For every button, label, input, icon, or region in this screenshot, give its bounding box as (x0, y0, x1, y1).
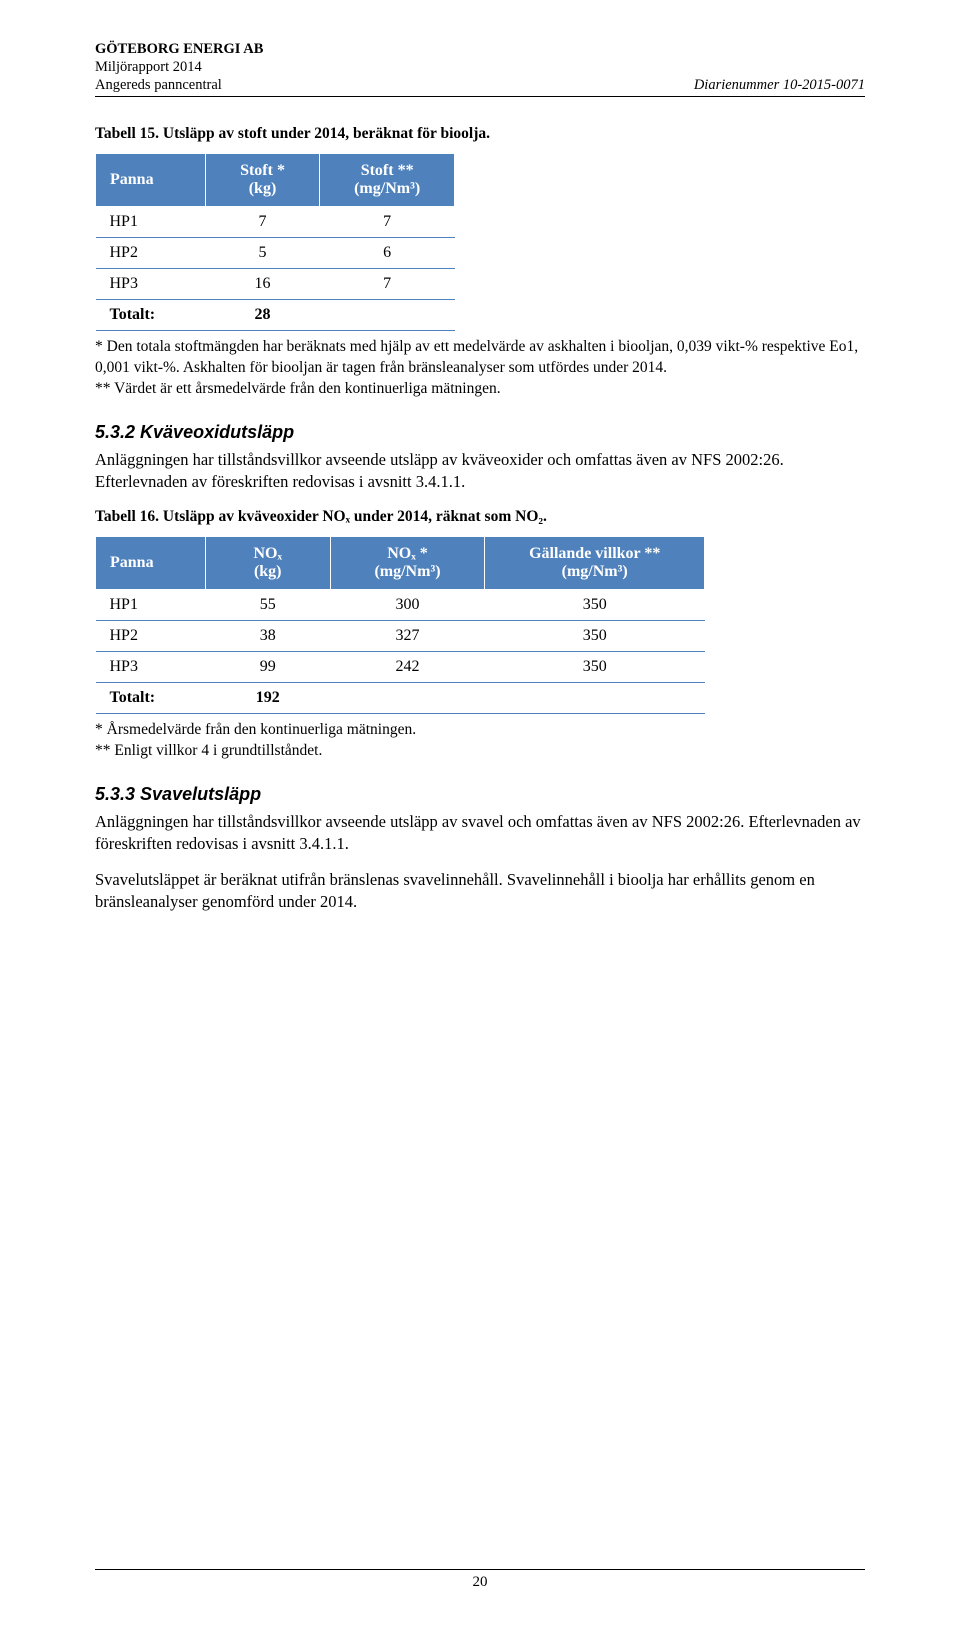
table15-footnote1: * Den totala stoftmängden har beräknats … (95, 337, 865, 379)
header-company: GÖTEBORG ENERGI AB (95, 40, 263, 58)
table-row: HP3 99 242 350 (96, 651, 705, 682)
table-row: HP1 7 7 (96, 207, 455, 238)
section-532-para: Anläggningen har tillståndsvillkor avsee… (95, 449, 865, 494)
table16-th-mg: NOₓ * (mg/Nm³) (330, 536, 485, 589)
table-row: HP2 38 327 350 (96, 620, 705, 651)
table16-footnotes: * Årsmedelvärde från den kontinuerliga m… (95, 720, 865, 762)
table16-caption: Tabell 16. Utsläpp av kväveoxider NOₓ un… (95, 508, 865, 526)
table16-footnote2: ** Enligt villkor 4 i grundtillståndet. (95, 741, 865, 762)
table15: Panna Stoft * (kg) Stoft ** (mg/Nm³) HP1… (95, 153, 455, 331)
table15-th-mg: Stoft ** (mg/Nm³) (320, 154, 455, 207)
table15-th-panna: Panna (96, 154, 206, 207)
header-facility: Angereds panncentral (95, 76, 263, 94)
table15-footnotes: * Den totala stoftmängden har beräknats … (95, 337, 865, 400)
table15-th-kg: Stoft * (kg) (205, 154, 320, 207)
page-number: 20 (95, 1569, 865, 1591)
table16-th-panna: Panna (96, 536, 206, 589)
table15-caption: Tabell 15. Utsläpp av stoft under 2014, … (95, 125, 865, 143)
table16-footnote1: * Årsmedelvärde från den kontinuerliga m… (95, 720, 865, 741)
page-header: GÖTEBORG ENERGI AB Miljörapport 2014 Ang… (95, 40, 865, 97)
table15-total-row: Totalt: 28 (96, 300, 455, 331)
section-532-heading: 5.3.2 Kväveoxidutsläpp (95, 422, 865, 443)
section-533-para1: Anläggningen har tillståndsvillkor avsee… (95, 811, 865, 856)
header-diary: Diarienummer 10-2015-0071 (694, 77, 865, 94)
document-page: GÖTEBORG ENERGI AB Miljörapport 2014 Ang… (0, 0, 960, 1631)
table-row: HP1 55 300 350 (96, 589, 705, 620)
table15-footnote2: ** Värdet är ett årsmedelvärde från den … (95, 379, 865, 400)
table-row: HP2 5 6 (96, 238, 455, 269)
table16-th-kg: NOₓ (kg) (205, 536, 330, 589)
section-533-para2: Svavelutsläppet är beräknat utifrån brän… (95, 869, 865, 914)
table16: Panna NOₓ (kg) NOₓ * (mg/Nm³) Gällande v… (95, 536, 705, 714)
table16-th-villkor: Gällande villkor ** (mg/Nm³) (485, 536, 705, 589)
section-533-heading: 5.3.3 Svavelutsläpp (95, 784, 865, 805)
header-report: Miljörapport 2014 (95, 58, 263, 76)
table-row: HP3 16 7 (96, 269, 455, 300)
header-left: GÖTEBORG ENERGI AB Miljörapport 2014 Ang… (95, 40, 263, 94)
table16-total-row: Totalt: 192 (96, 682, 705, 713)
